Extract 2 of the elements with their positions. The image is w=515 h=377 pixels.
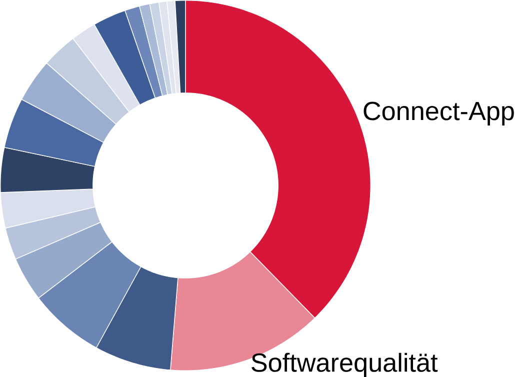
slice-label: Connect-App [364,102,514,126]
slice-label: Softwarequalität [252,352,438,377]
